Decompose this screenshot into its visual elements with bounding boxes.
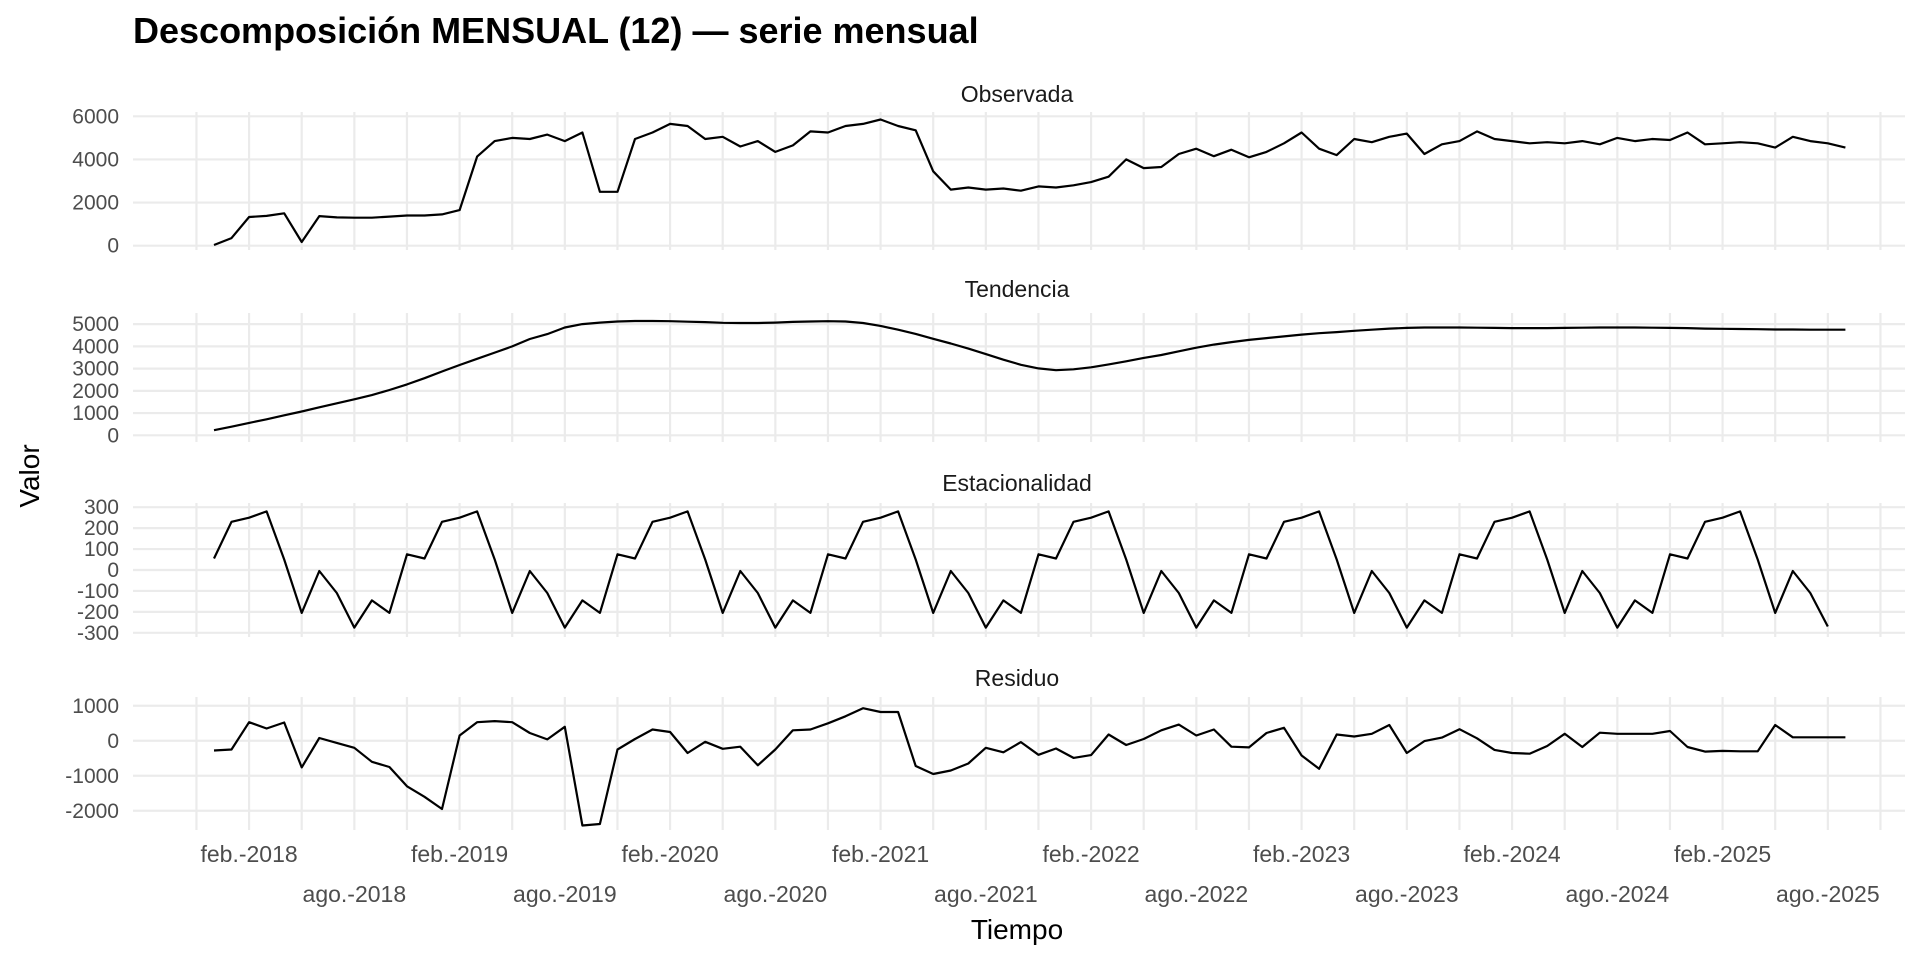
x-tick-label: ago.-2018	[303, 881, 407, 907]
x-tick-label: ago.-2024	[1566, 881, 1670, 907]
series-line-residuo	[213, 707, 1846, 827]
y-tick-label: 0	[107, 730, 119, 753]
x-tick-label: feb.-2021	[832, 841, 929, 867]
y-axis-label: Valor	[14, 444, 45, 507]
series-line-tendencia	[213, 319, 1846, 432]
series-line-observada	[213, 118, 1846, 247]
y-tick-label: 6000	[72, 105, 119, 128]
x-tick-label: feb.-2019	[411, 841, 508, 867]
x-tick-label: feb.-2018	[200, 841, 297, 867]
x-tick-label: feb.-2025	[1674, 841, 1771, 867]
panel-title: Observada	[961, 81, 1074, 107]
x-tick-label: feb.-2024	[1463, 841, 1560, 867]
y-tick-label: -2000	[65, 800, 119, 823]
x-axis-ticks: feb.-2018ago.-2018feb.-2019ago.-2019feb.…	[200, 841, 1879, 907]
x-tick-label: feb.-2022	[1042, 841, 1139, 867]
x-tick-label: feb.-2020	[621, 841, 718, 867]
y-tick-label: 5000	[72, 313, 119, 336]
y-tick-label: -300	[77, 622, 119, 645]
x-tick-label: ago.-2025	[1776, 881, 1880, 907]
x-tick-label: ago.-2022	[1145, 881, 1249, 907]
y-tick-label: -100	[77, 580, 119, 603]
y-tick-label: 0	[107, 559, 119, 582]
series-line-estacionalidad	[213, 510, 1829, 629]
x-tick-label: ago.-2021	[934, 881, 1038, 907]
x-tick-label: feb.-2023	[1253, 841, 1350, 867]
y-tick-label: 100	[84, 538, 119, 561]
y-tick-label: 300	[84, 496, 119, 519]
panel-title: Estacionalidad	[942, 470, 1092, 496]
y-tick-label: -200	[77, 601, 119, 624]
y-tick-label: 4000	[72, 148, 119, 171]
x-axis-label: Tiempo	[971, 914, 1063, 945]
y-tick-label: 2000	[72, 380, 119, 403]
y-tick-label: 1000	[72, 402, 119, 425]
panel-title: Residuo	[975, 665, 1059, 691]
y-tick-label: 200	[84, 517, 119, 540]
x-tick-label: ago.-2023	[1355, 881, 1459, 907]
y-tick-label: 0	[107, 424, 119, 447]
y-tick-label: 0	[107, 235, 119, 258]
panel-residuo: 1000 0 -1000 -2000 Residuo	[65, 665, 1905, 830]
y-tick-label: -1000	[65, 765, 119, 788]
panel-observada: 0 2000 4000 6000 Observada	[72, 81, 1905, 258]
panels-group: 0200040006000Observada010002000300040005…	[65, 81, 1905, 830]
panel-title: Tendencia	[965, 276, 1070, 302]
x-tick-label: ago.-2019	[513, 881, 617, 907]
y-tick-label: 1000	[72, 695, 119, 718]
y-tick-label: 4000	[72, 335, 119, 358]
chart-title: Descomposición MENSUAL (12) — serie mens…	[133, 10, 979, 51]
x-tick-label: ago.-2020	[724, 881, 828, 907]
y-tick-label: 2000	[72, 192, 119, 215]
y-tick-label: 3000	[72, 358, 119, 381]
